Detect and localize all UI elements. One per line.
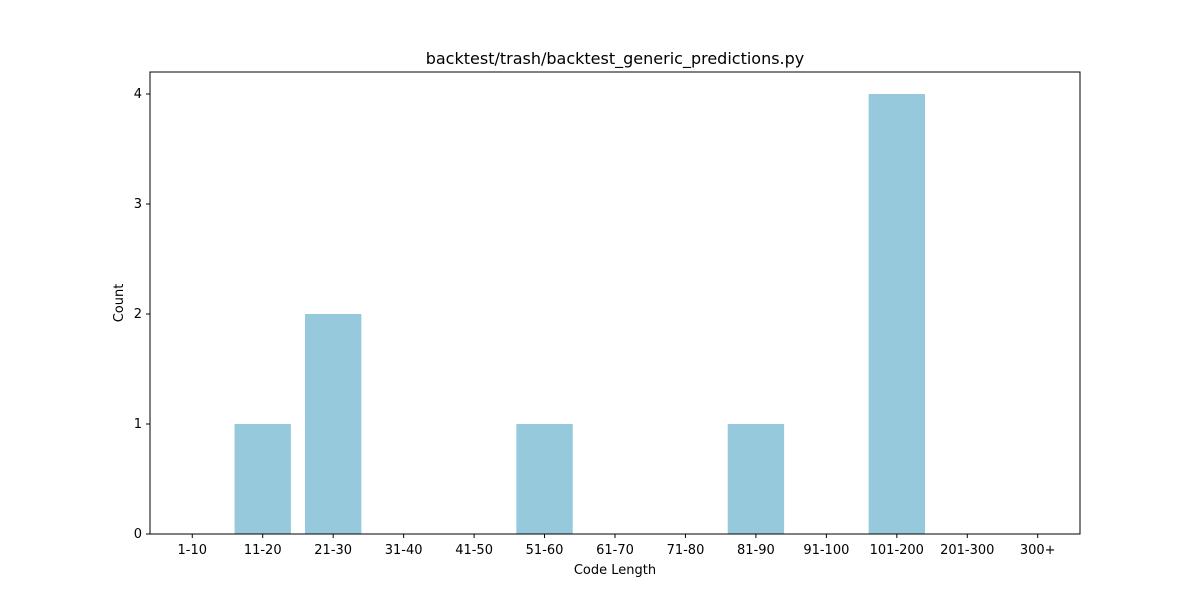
- x-tick-label: 81-90: [737, 543, 775, 558]
- bar-51-60: [516, 424, 573, 534]
- bar-101-200: [868, 94, 925, 534]
- y-tick-label: 2: [134, 307, 142, 322]
- y-axis-ticks: 0 1 2 3 4: [134, 87, 150, 542]
- x-tick-label: 300+: [1020, 543, 1056, 558]
- x-tick-label: 101-200: [870, 543, 924, 558]
- plot-frame: [149, 71, 1081, 535]
- x-axis-title: Code Length: [574, 563, 656, 578]
- bar-11-20: [234, 424, 291, 534]
- y-tick-label: 3: [134, 197, 142, 212]
- y-tick-label: 0: [134, 527, 142, 542]
- x-tick-label: 71-80: [667, 543, 705, 558]
- x-axis-ticks: 1-10 11-20 21-30 31-40 41-50 51-60 61-70 71-80 8…: [178, 534, 1056, 558]
- x-tick-label: 21-30: [314, 543, 352, 558]
- x-tick-label: 61-70: [596, 543, 634, 558]
- x-tick-label: 1-10: [178, 543, 208, 558]
- y-axis-title: Count: [112, 284, 127, 323]
- x-tick-label: 51-60: [526, 543, 564, 558]
- y-tick-label: 1: [134, 417, 142, 432]
- bar-21-30: [305, 314, 362, 534]
- bars-group: [234, 94, 925, 534]
- x-tick-label: 41-50: [455, 543, 493, 558]
- x-tick-label: 91-100: [803, 543, 849, 558]
- chart-title: backtest/trash/backtest_generic_predicti…: [426, 49, 805, 69]
- y-tick-label: 4: [134, 87, 142, 102]
- x-tick-label: 11-20: [244, 543, 282, 558]
- bar-81-90: [727, 424, 785, 534]
- x-tick-label: 201-300: [940, 543, 994, 558]
- x-tick-label: 31-40: [385, 543, 423, 558]
